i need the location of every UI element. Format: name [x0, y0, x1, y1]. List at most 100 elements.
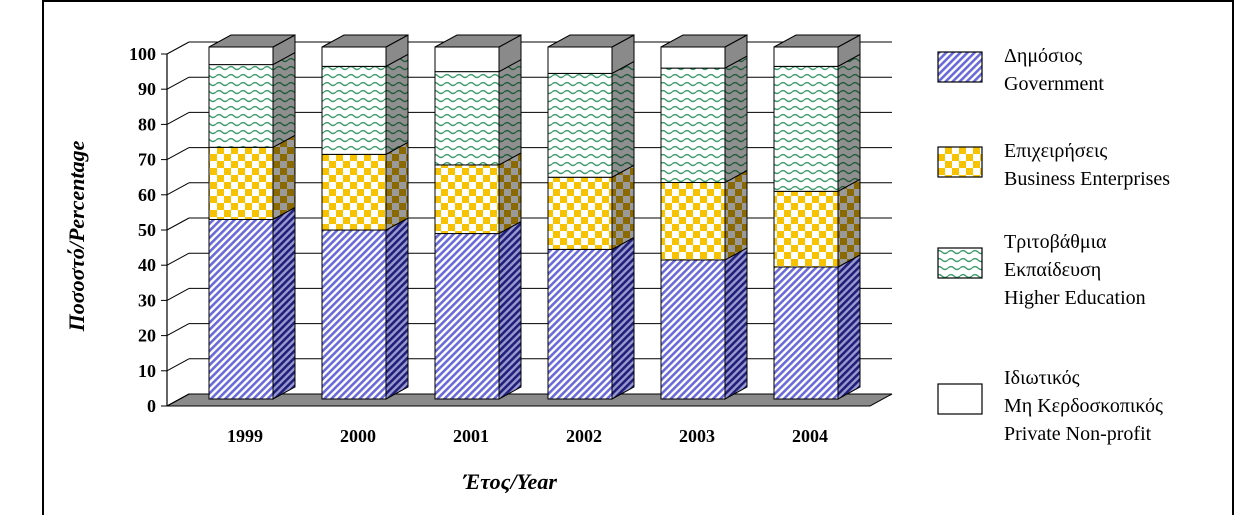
x-tick-labels: 1999 2000 2001 2002 2003 2004: [227, 426, 828, 446]
legend-label: Ιδιωτικός: [1004, 367, 1080, 389]
bars: [208, 34, 861, 400]
bar-stack: [321, 34, 409, 400]
grid-diagonal: [166, 252, 190, 266]
bar-segment: [547, 248, 613, 400]
legend-label: Μη Κερδοσκοπικός: [1004, 395, 1163, 417]
bar-segment: [434, 233, 500, 400]
grid-diagonal: [166, 358, 190, 372]
bar-side: [837, 53, 861, 193]
bar-top: [660, 34, 748, 48]
x-tick-label: 2000: [340, 426, 376, 446]
legend-label: Business Enterprises: [1004, 168, 1170, 190]
bar-segment: [660, 67, 726, 184]
bar-side: [498, 152, 522, 235]
legend-swatch: [937, 146, 983, 178]
bar-segment: [321, 229, 387, 400]
bar-segment: [660, 46, 726, 69]
y-tick-label: 40: [138, 255, 156, 275]
x-tick-label: 2001: [453, 426, 489, 446]
bar-stack: [773, 34, 861, 400]
bar-segment: [547, 72, 613, 178]
y-tick-label: 100: [129, 44, 156, 64]
legend-label: Government: [1004, 73, 1104, 95]
x-tick-label: 2003: [679, 426, 715, 446]
y-tick-label: 70: [138, 150, 156, 170]
bar-stack: [547, 34, 635, 400]
legend-label: Τριτοβάθμια: [1004, 231, 1107, 253]
bar-segment: [773, 190, 839, 268]
legend-label: Private Non-profit: [1004, 423, 1152, 445]
bar-segment: [773, 65, 839, 192]
y-tick-labels: 0 10 20 30 40 50 60 70 80 90 100: [129, 44, 156, 416]
bar-stack: [434, 34, 522, 400]
bar-top: [434, 34, 522, 48]
bar-side: [385, 141, 409, 231]
y-tick-label: 10: [138, 361, 156, 381]
legend-swatch: [937, 247, 983, 279]
y-tick-label: 30: [138, 290, 156, 310]
grid-diagonal: [166, 76, 190, 90]
bar-segment: [321, 65, 387, 155]
bar-side: [837, 254, 861, 400]
y-axis-title: Ποσοστό/Percentage: [64, 140, 89, 332]
bar-segment: [773, 46, 839, 67]
bar-side: [724, 247, 748, 400]
grid-diagonal: [166, 217, 190, 231]
bar-side: [272, 51, 296, 149]
bar-segment: [208, 46, 274, 66]
bar-segment: [321, 46, 387, 67]
bar-side: [385, 217, 409, 400]
bar-side: [611, 236, 635, 400]
legend: Δημόσιος Government Επιχειρήσεις Business E…: [937, 45, 1170, 445]
y-tick-label: 50: [138, 220, 156, 240]
bar-side: [611, 60, 635, 179]
bar-side: [385, 53, 409, 156]
bar-top: [773, 34, 861, 48]
bar-segment: [660, 259, 726, 400]
bar-segment: [208, 218, 274, 400]
bar-side: [498, 58, 522, 166]
bar-segment: [547, 46, 613, 74]
grid-diagonal: [166, 393, 190, 407]
y-tick-label: 80: [138, 114, 156, 134]
bar-segment: [321, 153, 387, 231]
bar-top: [547, 34, 635, 48]
bar-side: [272, 206, 296, 400]
legend-swatch: [937, 51, 983, 83]
bar-segment: [660, 182, 726, 261]
legend-swatch: [937, 383, 983, 415]
bar-side: [498, 220, 522, 400]
bar-stack: [660, 34, 748, 400]
x-tick-label: 2004: [792, 426, 828, 446]
y-tick-label: 60: [138, 185, 156, 205]
legend-label: Εκπαίδευση: [1004, 259, 1101, 281]
grid-diagonal: [166, 147, 190, 161]
bar-top: [321, 34, 409, 48]
bar-side: [724, 55, 748, 184]
y-tick-label: 0: [147, 396, 156, 416]
legend-label: Επιχειρήσεις: [1004, 140, 1107, 162]
bar-stack: [208, 34, 296, 400]
x-tick-label: 1999: [227, 426, 263, 446]
bar-side: [611, 164, 635, 251]
bar-side: [837, 178, 861, 268]
bar-segment: [434, 71, 500, 166]
bar-side: [272, 134, 296, 221]
bar-top: [208, 34, 296, 48]
grid-diagonal: [166, 323, 190, 337]
x-axis-title: Έτος/Year: [462, 469, 557, 494]
y-tick-label: 20: [138, 326, 156, 346]
grid-diagonal: [166, 287, 190, 301]
bar-segment: [208, 64, 274, 148]
bar-segment: [547, 176, 613, 250]
grid-diagonal: [166, 182, 190, 196]
y-tick-label: 90: [138, 79, 156, 99]
legend-label: Δημόσιος: [1004, 45, 1082, 67]
grid-diagonal: [166, 111, 190, 125]
bar-side: [724, 169, 748, 261]
bar-segment: [434, 46, 500, 73]
bar-segment: [773, 266, 839, 400]
x-tick-label: 2002: [566, 426, 602, 446]
legend-label: Higher Education: [1004, 287, 1146, 309]
